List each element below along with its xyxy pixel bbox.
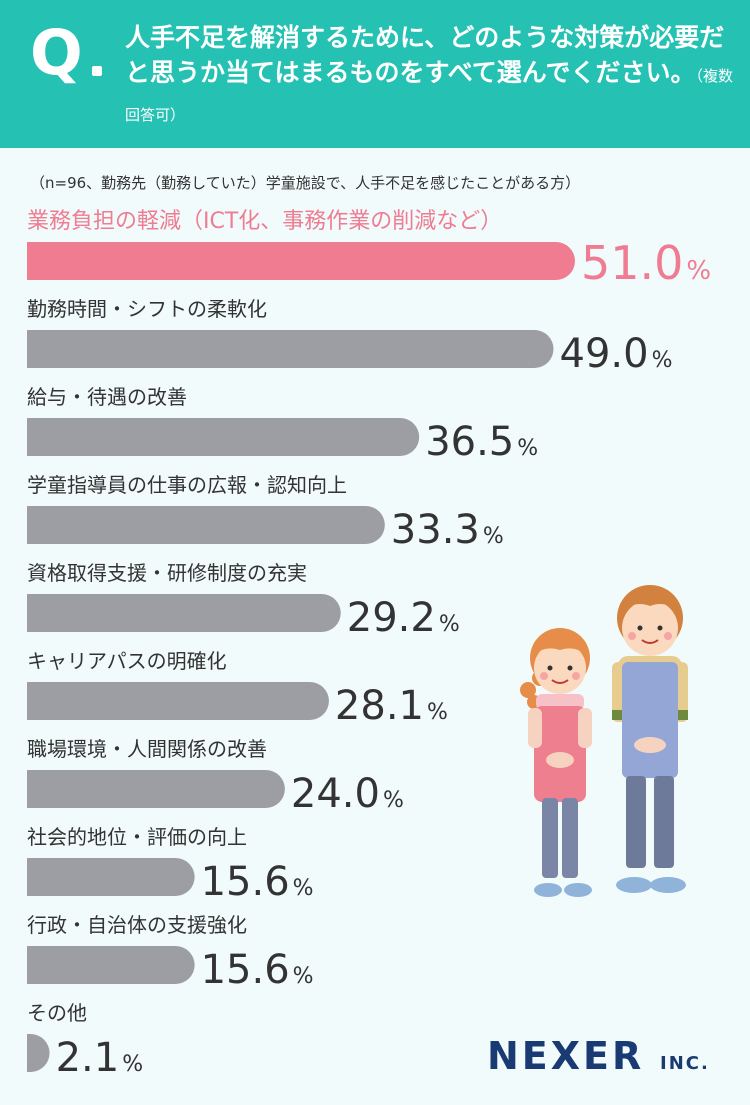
question-body: 人手不足を解消するために、どのような対策が必要だと思うか当てはまるものをすべて選… [125, 23, 725, 87]
boy-figure [612, 585, 688, 893]
bar [27, 1034, 50, 1072]
value-unit: % [293, 876, 314, 901]
chart-bars: 業務負担の軽減（ICT化、事務作業の削減など） 51.0 % 勤務時間・シフトの柔軟化… [27, 209, 711, 1081]
bar [27, 946, 195, 984]
category-label: 業務負担の軽減（ICT化、事務作業の削減など） [27, 209, 502, 234]
question-text: 人手不足を解消するために、どのような対策が必要だと思うか当てはまるものをすべて選… [125, 20, 735, 133]
brand-logo: NEXER [487, 1034, 645, 1078]
q-mark: Q [30, 16, 83, 89]
category-label: 勤務時間・シフトの柔軟化 [27, 297, 267, 321]
brand-suffix: INC. [660, 1053, 710, 1074]
value-unit: % [427, 700, 448, 725]
bar [27, 330, 554, 368]
bar [27, 242, 575, 280]
value-label: 51.0% [581, 236, 711, 290]
value-unit: % [483, 524, 504, 549]
value-label: 49.0% [560, 331, 673, 377]
value-number: 33.3 [391, 507, 480, 553]
value-label: 28.1% [335, 683, 448, 729]
category-label: 資格取得支援・研修制度の充実 [27, 561, 307, 585]
value-number: 49.0 [560, 331, 649, 377]
value-number: 2.1 [56, 1035, 120, 1081]
value-unit: % [122, 1052, 143, 1077]
value-label: 29.2% [347, 595, 460, 641]
bar [27, 770, 285, 808]
value-number: 15.6 [201, 947, 290, 993]
sample-note: （n=96、勤務先（勤務していた）学童施設で、人手不足を感じたことがある方） [30, 174, 581, 192]
category-label: その他 [27, 1001, 87, 1025]
category-label: 行政・自治体の支援強化 [27, 913, 247, 937]
bar [27, 594, 341, 632]
category-label: 職場環境・人間関係の改善 [27, 737, 267, 761]
value-number: 29.2 [347, 595, 436, 641]
value-unit: % [517, 436, 538, 461]
value-label: 33.3% [391, 507, 504, 553]
value-number: 51.0 [581, 236, 683, 290]
value-label: 2.1% [56, 1035, 144, 1081]
value-label: 36.5% [425, 419, 538, 465]
value-label: 15.6% [201, 947, 314, 993]
value-unit: % [293, 964, 314, 989]
value-number: 36.5 [425, 419, 514, 465]
bar [27, 682, 329, 720]
value-number: 28.1 [335, 683, 424, 729]
value-unit: % [383, 788, 404, 813]
category-label: 給与・待遇の改善 [27, 385, 187, 409]
girl-figure [520, 628, 592, 897]
question-header: Q 人手不足を解消するために、どのような対策が必要だと思うか当てはまるものをすべ… [0, 0, 750, 148]
value-number: 15.6 [201, 859, 290, 905]
value-unit: % [652, 348, 673, 373]
value-label: 24.0% [291, 771, 404, 817]
bar [27, 858, 195, 896]
category-label: 社会的地位・評価の向上 [27, 825, 247, 849]
value-unit: % [686, 256, 711, 286]
bar [27, 506, 385, 544]
q-dot [92, 66, 102, 76]
value-unit: % [439, 612, 460, 637]
children-illustration [520, 585, 688, 897]
value-label: 15.6% [201, 859, 314, 905]
category-label: キャリアパスの明確化 [27, 649, 227, 673]
question-note: （複数回答可） [125, 67, 734, 124]
bar [27, 418, 420, 456]
category-label: 学童指導員の仕事の広報・認知向上 [27, 473, 347, 497]
value-number: 24.0 [291, 771, 380, 817]
